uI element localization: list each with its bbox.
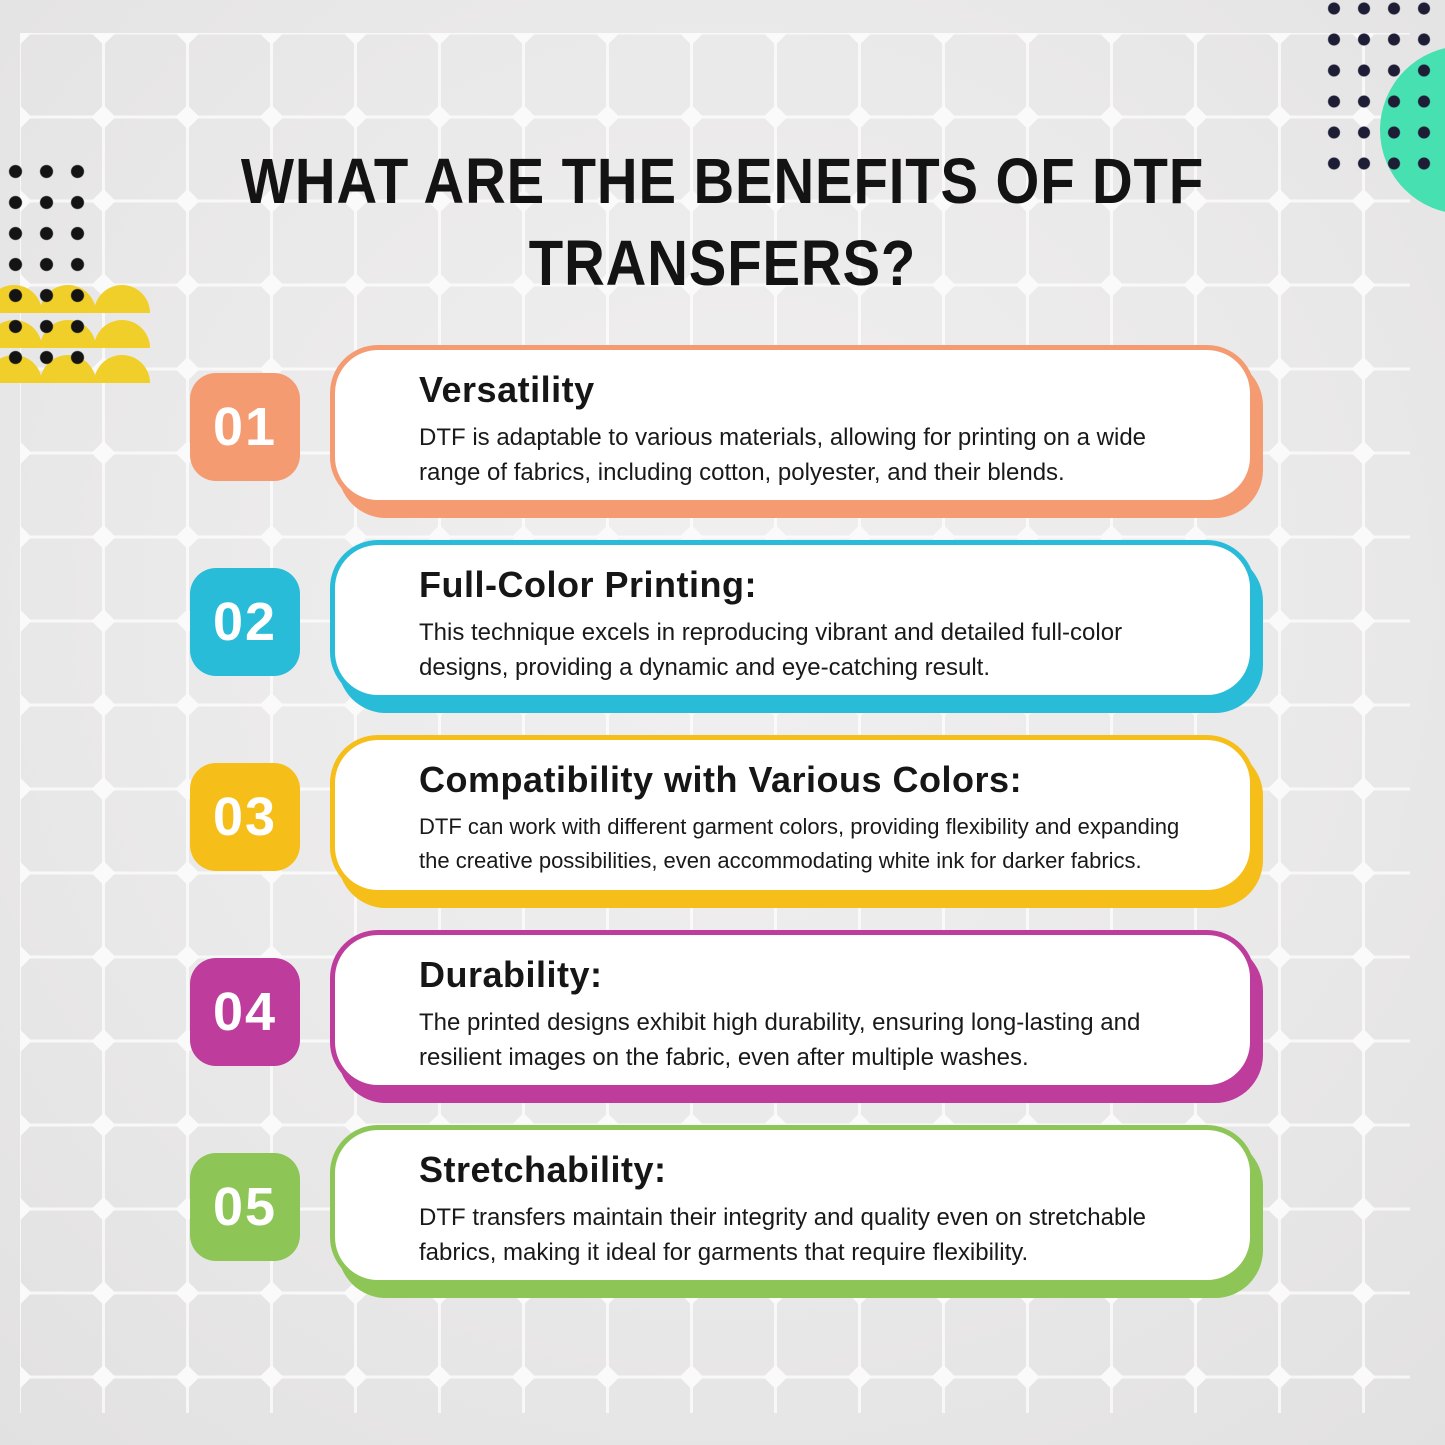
semicircle (94, 355, 150, 383)
benefit-row-durability: 04 Durability: The printed designs exhib… (0, 930, 1445, 1105)
page-title-line2: TRANSFERS? (528, 227, 917, 299)
benefit-row-versatility: 01 Versatility DTF is adaptable to vario… (0, 345, 1445, 520)
benefit-row-compatibility: 03 Compatibility with Various Colors: DT… (0, 735, 1445, 910)
benefit-description: DTF can work with different garment colo… (419, 814, 1180, 873)
benefit-number-badge: 01 (190, 373, 300, 481)
benefit-card: Versatility DTF is adaptable to various … (330, 345, 1255, 505)
benefit-heading: Stretchability: (419, 1149, 667, 1190)
benefit-row-stretchability: 05 Stretchability: DTF transfers maintai… (0, 1125, 1445, 1300)
benefit-description: DTF is adaptable to various materials, a… (419, 424, 1147, 486)
dot-grid-top-left (0, 156, 94, 374)
semicircle (94, 320, 150, 348)
benefit-heading: Compatibility with Various Colors: (419, 759, 1023, 800)
semicircle (94, 285, 150, 313)
benefit-card: Durability: The printed designs exhibit … (330, 930, 1255, 1090)
benefit-heading: Durability: (419, 954, 603, 995)
page-title: WHAT ARE THE BENEFITS OF DTF TRANSFERS? (0, 140, 1445, 304)
benefit-card: Compatibility with Various Colors: DTF c… (330, 735, 1255, 895)
benefit-row-full-color-printing: 02 Full-Color Printing: This technique e… (0, 540, 1445, 715)
benefit-description: DTF transfers maintain their integrity a… (419, 1204, 1147, 1266)
dot-grid-top-right (1319, 0, 1440, 180)
benefit-card: Stretchability: DTF transfers maintain t… (330, 1125, 1255, 1285)
benefit-number-badge: 04 (190, 958, 300, 1066)
page-title-line1: WHAT ARE THE BENEFITS OF DTF (240, 145, 1205, 217)
benefit-card: Full-Color Printing: This technique exce… (330, 540, 1255, 700)
benefit-number-badge: 02 (190, 568, 300, 676)
benefit-number-badge: 05 (190, 1153, 300, 1261)
benefit-heading: Versatility (419, 369, 595, 410)
benefit-number-badge: 03 (190, 763, 300, 871)
benefit-description: This technique excels in reproducing vib… (419, 619, 1123, 681)
benefit-description: The printed designs exhibit high durabil… (419, 1009, 1141, 1071)
benefit-heading: Full-Color Printing: (419, 564, 757, 605)
